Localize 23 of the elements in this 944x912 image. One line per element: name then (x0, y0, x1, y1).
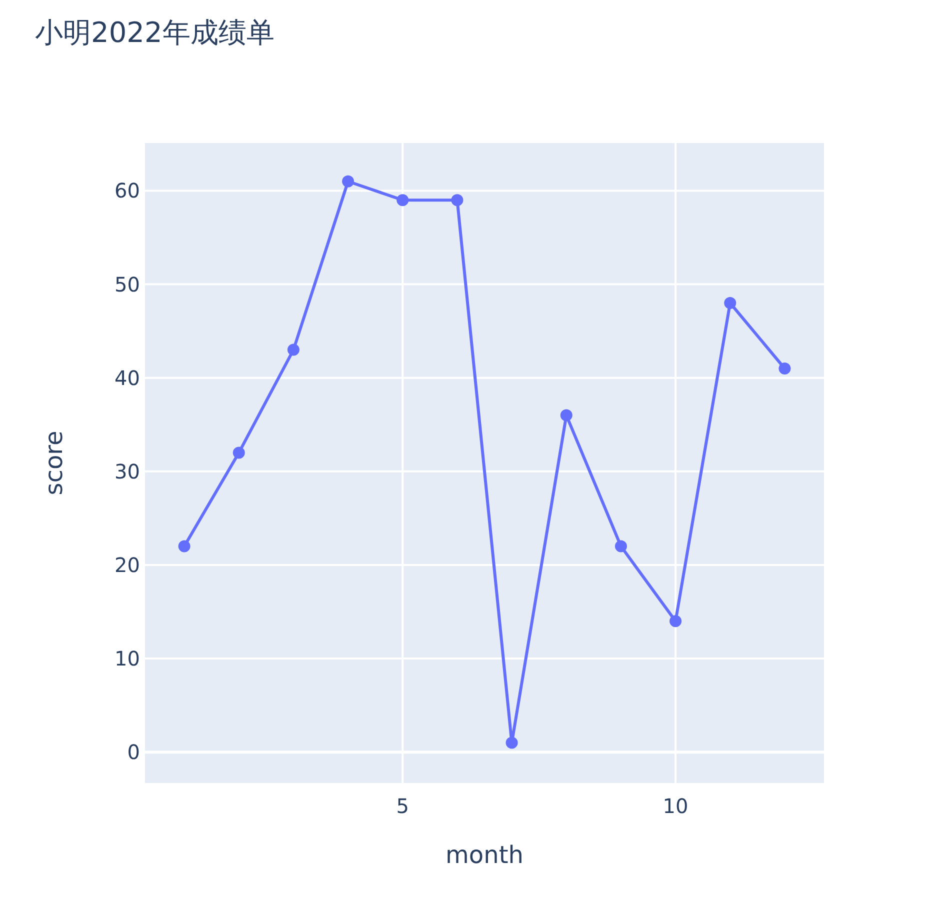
point (506, 736, 518, 749)
x-axis-title: month (446, 841, 524, 869)
point (614, 540, 627, 552)
point (778, 362, 791, 374)
point (178, 540, 190, 552)
y-axis-title: score (40, 430, 68, 496)
point (232, 446, 245, 459)
point (560, 409, 572, 422)
point (287, 344, 300, 356)
y-tick-label: 30 (114, 459, 140, 484)
chart-title: 小明2022年成绩单 (35, 16, 274, 49)
x-tick-label: 5 (396, 794, 409, 818)
y-tick-label: 20 (114, 552, 140, 577)
point (724, 297, 736, 309)
point (670, 615, 682, 628)
point (396, 194, 409, 206)
y-tick-label: 0 (127, 740, 140, 764)
y-tick-label: 40 (114, 366, 140, 390)
y-tick-label: 60 (114, 178, 140, 203)
point (342, 175, 354, 188)
point (451, 194, 464, 206)
y-tick-label: 50 (114, 272, 140, 296)
y-tick-label: 10 (114, 646, 140, 671)
